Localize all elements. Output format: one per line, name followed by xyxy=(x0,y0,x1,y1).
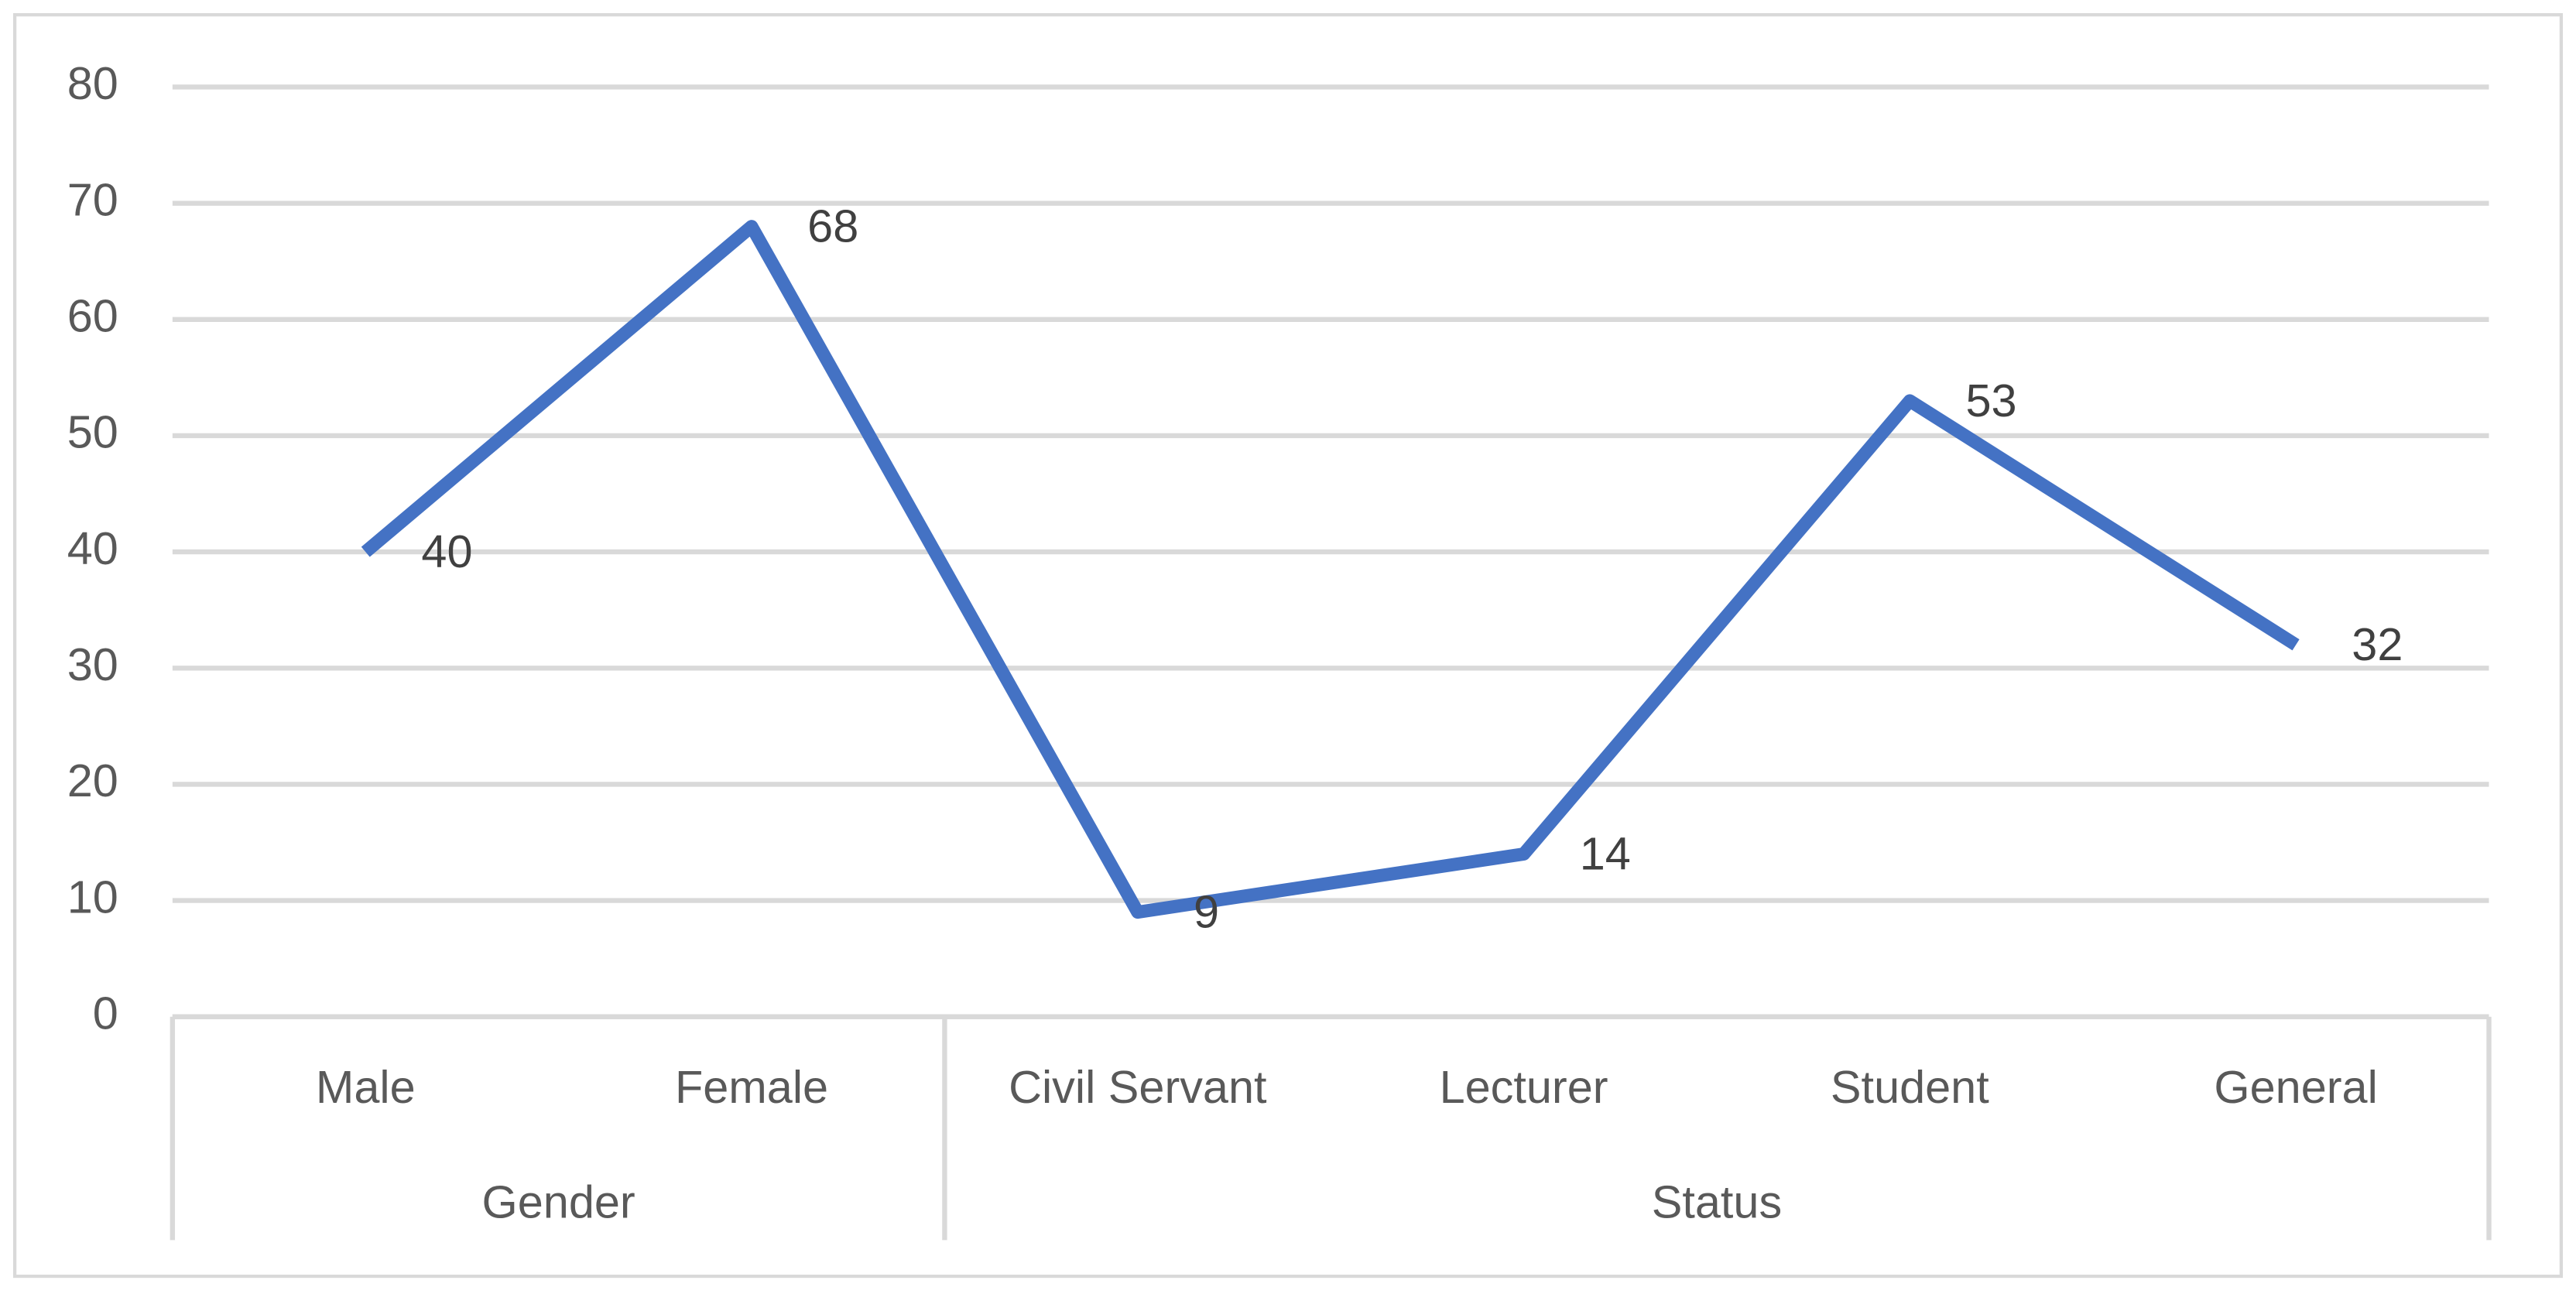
data-label: 14 xyxy=(1580,827,1631,879)
x-tick-label: Lecturer xyxy=(1440,1061,1608,1113)
y-tick-label: 0 xyxy=(93,987,118,1039)
y-tick-label: 70 xyxy=(67,173,118,225)
data-label: 68 xyxy=(807,200,858,252)
y-tick-label: 20 xyxy=(67,755,118,806)
x-tick-label: Civil Servant xyxy=(1009,1061,1267,1113)
group-label: Gender xyxy=(482,1176,635,1228)
y-tick-label: 10 xyxy=(67,871,118,923)
x-tick-label: Male xyxy=(316,1061,416,1113)
data-line xyxy=(361,220,2300,919)
data-label: 53 xyxy=(1966,375,2017,426)
data-label: 9 xyxy=(1194,886,1219,938)
y-tick-label: 30 xyxy=(67,638,118,690)
chart-border xyxy=(12,12,2564,1279)
y-tick-label: 60 xyxy=(67,290,118,342)
group-label: Status xyxy=(1652,1176,1782,1228)
data-label: 32 xyxy=(2352,618,2403,670)
y-tick-label: 50 xyxy=(67,406,118,458)
x-tick-label: Student xyxy=(1831,1061,1989,1113)
y-tick-label: 40 xyxy=(67,522,118,574)
x-tick-label: Female xyxy=(675,1061,828,1113)
y-tick-label: 80 xyxy=(67,57,118,109)
x-tick-label: General xyxy=(2214,1061,2377,1113)
data-label: 40 xyxy=(421,525,472,577)
